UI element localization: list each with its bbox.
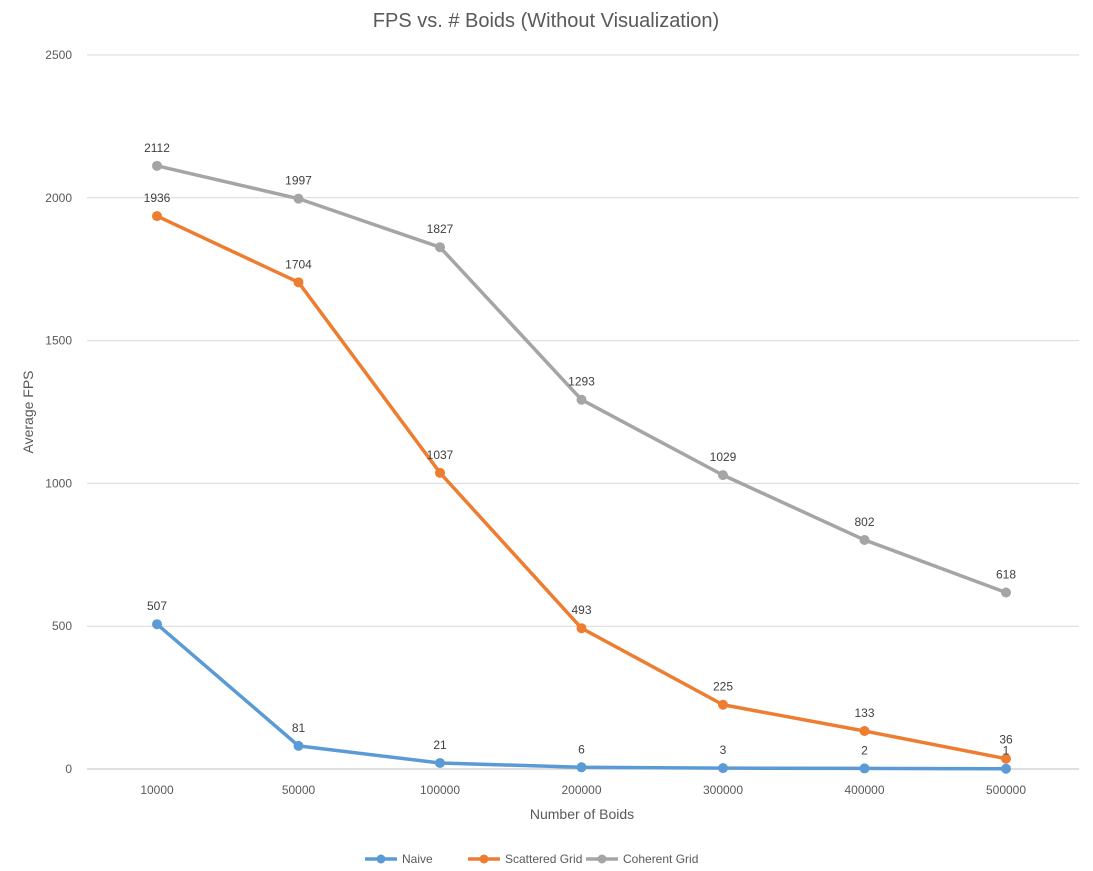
data-point-scattered-grid	[718, 699, 728, 710]
gridlines	[87, 54, 1079, 770]
legend-label-naive: Naive	[402, 852, 433, 866]
legend-swatch-marker-naive	[376, 854, 386, 864]
x-tick-label: 10000	[140, 783, 174, 797]
data-point-coherent-grid	[152, 160, 162, 171]
data-point-coherent-grid	[435, 242, 445, 253]
data-point-naive	[293, 740, 304, 751]
series-line-scattered-grid	[155, 214, 1008, 761]
data-label-scattered-grid: 1936	[144, 191, 171, 205]
data-point-coherent-grid	[718, 470, 728, 481]
data-label-scattered-grid: 36	[999, 733, 1013, 747]
data-label-coherent-grid: 1997	[285, 174, 312, 188]
data-label-naive: 2	[861, 743, 868, 757]
data-label-naive: 507	[147, 599, 167, 613]
x-tick-label: 100000	[420, 783, 460, 797]
data-point-coherent-grid	[859, 534, 870, 545]
data-label-coherent-grid: 1827	[427, 222, 454, 236]
legend-swatch-marker-coherent-grid	[597, 854, 607, 864]
data-point-naive	[859, 763, 870, 774]
y-tick-label: 2000	[45, 191, 72, 205]
y-tick-label: 1500	[45, 334, 72, 348]
series-lines	[152, 160, 1011, 774]
x-tick-label: 200000	[561, 783, 601, 797]
data-point-naive	[1001, 763, 1011, 774]
y-tick-label: 1000	[45, 476, 72, 490]
data-label-scattered-grid: 1037	[427, 448, 454, 462]
data-point-naive	[435, 758, 445, 769]
data-label-naive: 6	[578, 742, 585, 756]
y-tick-label: 500	[52, 619, 72, 633]
data-point-scattered-grid	[152, 211, 162, 222]
x-tick-label: 300000	[703, 783, 743, 797]
data-label-coherent-grid: 802	[854, 515, 874, 529]
data-point-scattered-grid	[576, 623, 587, 634]
legend: Naive Scattered Grid Coherent Grid	[365, 852, 698, 866]
y-axis-label: Average FPS	[20, 370, 36, 453]
data-point-scattered-grid	[435, 467, 445, 478]
data-label-coherent-grid: 1293	[568, 375, 595, 389]
legend-label-coherent-grid: Coherent Grid	[623, 852, 698, 866]
data-point-coherent-grid	[293, 193, 304, 204]
data-point-naive	[718, 763, 728, 774]
axis-ticks: 0 500 1000 1500 2000 2500 10000 50000 100000 2000…	[45, 48, 1026, 797]
data-label-naive: 1	[1003, 744, 1010, 758]
data-label-coherent-grid: 618	[996, 567, 1016, 581]
data-label-scattered-grid: 133	[854, 706, 874, 720]
data-point-naive	[152, 619, 162, 630]
data-point-coherent-grid	[576, 394, 587, 405]
data-label-naive: 3	[720, 743, 727, 757]
data-point-scattered-grid	[859, 726, 870, 737]
x-tick-label: 50000	[282, 783, 316, 797]
data-label-coherent-grid: 2112	[144, 141, 170, 155]
legend-label-scattered-grid: Scattered Grid	[505, 852, 582, 866]
y-tick-label: 2500	[45, 48, 72, 62]
x-axis-label: Number of Boids	[530, 806, 634, 822]
data-label-naive: 81	[292, 721, 306, 735]
data-label-scattered-grid: 493	[571, 603, 591, 617]
data-point-scattered-grid	[293, 277, 304, 288]
data-point-coherent-grid	[1001, 587, 1011, 598]
legend-swatch-marker-scattered-grid	[479, 854, 489, 864]
x-tick-label: 500000	[986, 783, 1026, 797]
data-label-naive: 21	[433, 738, 447, 752]
data-label-coherent-grid: 1029	[710, 450, 737, 464]
chart-title: FPS vs. # Boids (Without Visualization)	[373, 10, 719, 32]
data-label-scattered-grid: 225	[713, 680, 733, 694]
x-tick-label: 400000	[844, 783, 884, 797]
data-label-scattered-grid: 1704	[285, 257, 312, 271]
y-tick-label: 0	[65, 762, 72, 776]
data-point-scattered-grid	[1001, 753, 1011, 764]
data-point-naive	[576, 762, 587, 773]
